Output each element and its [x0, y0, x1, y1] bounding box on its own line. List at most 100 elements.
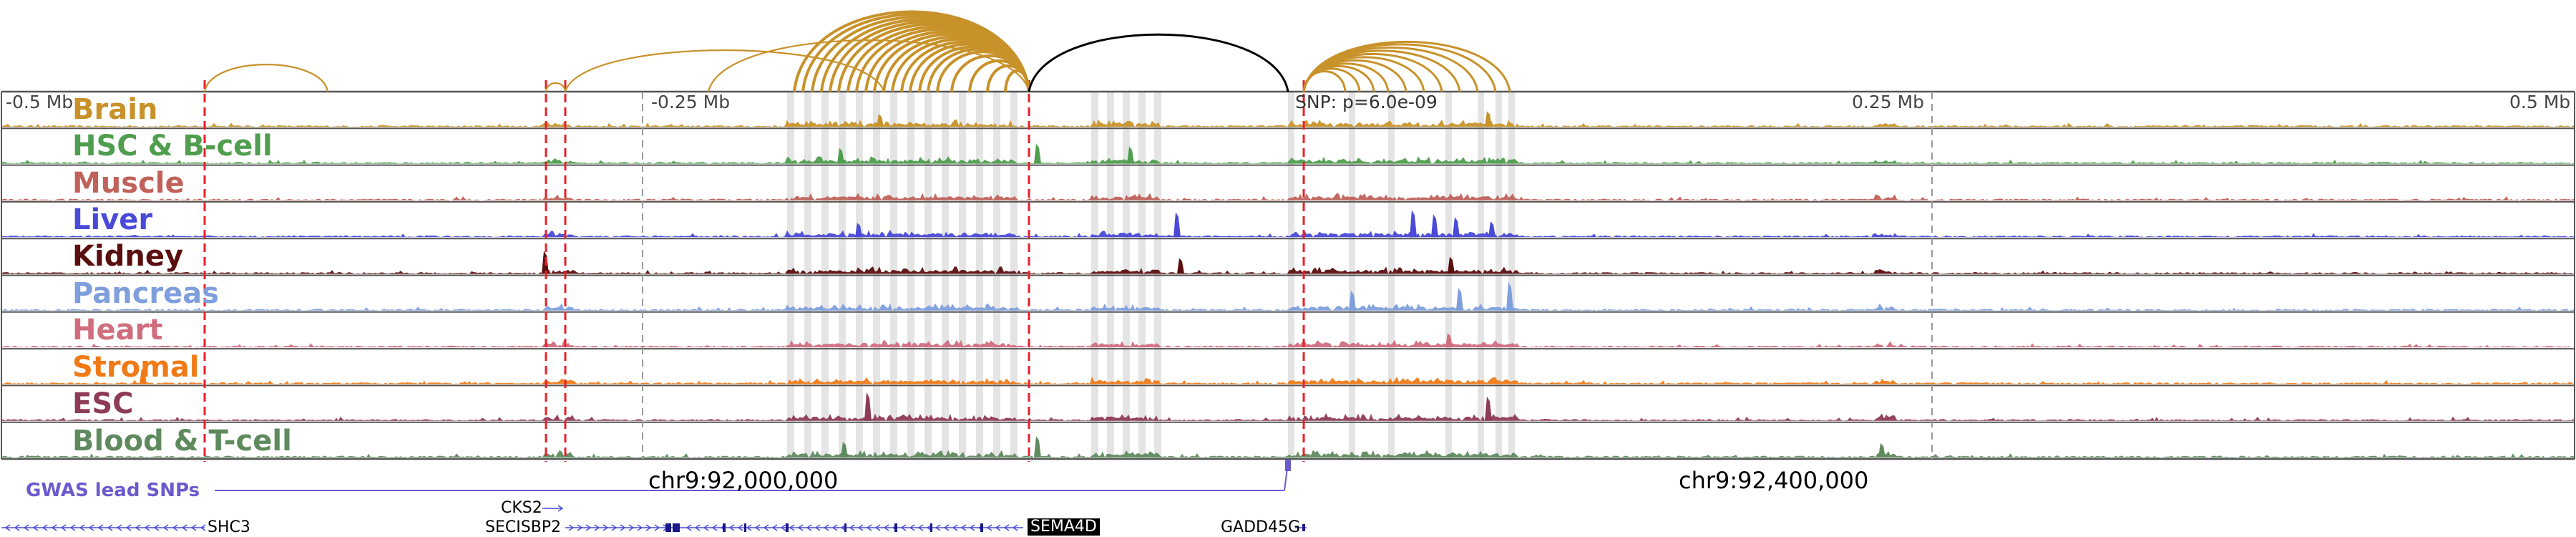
gene-strand-arrow — [849, 524, 855, 531]
gene-label-shc3[interactable]: SHC3 — [208, 518, 250, 536]
gene-strand-arrow — [728, 524, 735, 531]
gene-strand-arrow — [874, 524, 881, 531]
gene-strand-arrow — [32, 524, 39, 531]
gene-exon — [1302, 524, 1305, 531]
track-label-blood-t-cell: Blood & T-cell — [72, 425, 292, 458]
gene-label-cks2[interactable]: CKS2 — [501, 499, 542, 517]
gene-strand-arrow — [737, 524, 743, 531]
gene-strand-arrow — [857, 524, 864, 531]
signal-peak — [1034, 436, 1041, 458]
gene-strand-arrow — [645, 524, 652, 531]
gene-strand-arrow — [935, 524, 941, 531]
gene-strand-arrow — [654, 524, 660, 531]
gene-strand-arrow — [144, 524, 150, 531]
gene-strand-arrow — [883, 524, 889, 531]
gene-exon — [930, 523, 932, 532]
signal-peak — [877, 114, 884, 127]
interaction-arc — [1004, 69, 1030, 92]
signal-stromal — [1, 376, 2575, 384]
gene-strand-arrow — [694, 524, 701, 531]
signal-esc — [1, 413, 2575, 421]
signal-blood-t-cell — [1, 450, 2575, 458]
gene-strand-arrow — [986, 524, 992, 531]
gene-strand-arrow — [1012, 524, 1018, 531]
gene-strand-arrow — [943, 524, 950, 531]
gene-strand-arrow — [594, 524, 600, 531]
gene-strand-arrow — [686, 524, 692, 531]
axis-tick-plus-0-5: 0.5 Mb — [2509, 92, 2571, 112]
gene-strand-arrow — [88, 524, 94, 531]
gene-strand-arrow — [557, 505, 564, 512]
gene-strand-arrow — [831, 524, 838, 531]
gene-exon — [786, 523, 789, 532]
gene-strand-arrow — [97, 524, 104, 531]
gene-strand-arrow — [42, 524, 48, 531]
signal-heart — [1, 339, 2575, 348]
gene-strand-arrow — [806, 524, 812, 531]
gene-strand-arrow — [1003, 524, 1010, 531]
gene-track — [1, 505, 1307, 532]
gene-exon — [665, 523, 671, 532]
track-label-kidney: Kidney — [72, 240, 184, 273]
signal-hsc-b-cell — [1, 156, 2575, 164]
gene-strand-arrow — [602, 524, 609, 531]
gene-strand-arrow — [79, 524, 85, 531]
signal-peak — [1506, 281, 1513, 311]
gene-strand-arrow — [568, 524, 575, 531]
gene-strand-arrow — [797, 524, 804, 531]
gene-strand-arrow — [190, 524, 197, 531]
signal-peak — [1410, 210, 1417, 238]
gene-strand-arrow — [60, 524, 67, 531]
interaction-arcs — [203, 10, 1511, 92]
gene-strand-arrow — [69, 524, 76, 531]
gene-exon — [980, 523, 983, 532]
gene-strand-arrow — [51, 524, 57, 531]
interaction-arc — [545, 82, 567, 92]
gene-strand-arrow — [909, 524, 915, 531]
gwas-track-label: GWAS lead SNPs — [26, 480, 200, 501]
gene-strand-arrow — [200, 524, 206, 531]
gene-exon — [723, 523, 726, 532]
gene-exon — [673, 523, 680, 532]
gene-strand-arrow — [116, 524, 122, 531]
coordinate-left: chr9:92,000,000 — [648, 467, 839, 494]
track-label-liver: Liver — [72, 203, 153, 236]
gwas-track — [215, 460, 1291, 491]
gene-strand-arrow — [703, 524, 709, 531]
signal-kidney — [1, 266, 2575, 274]
interaction-arc — [1302, 40, 1511, 92]
axis-tick-minus-0-25: -0.25 Mb — [651, 92, 731, 112]
axis-tick-plus-0-25: 0.25 Mb — [1852, 92, 1925, 112]
track-label-muscle: Muscle — [72, 167, 185, 200]
gene-strand-arrow — [14, 524, 20, 531]
signal-peak — [1445, 333, 1453, 348]
gene-strand-arrow — [162, 524, 169, 531]
signal-peak — [1127, 146, 1134, 164]
signal-peak — [1174, 212, 1181, 238]
gene-strand-arrow — [917, 524, 924, 531]
gene-strand-arrow — [771, 524, 778, 531]
gene-label-gadd45g[interactable]: GADD45G — [1221, 518, 1301, 536]
track-label-hsc-b-cell: HSC & B-cell — [72, 130, 273, 163]
gene-exon — [844, 523, 847, 532]
snp-pvalue-annotation: SNP: p=6.0e-09 — [1295, 92, 1438, 112]
gene-strand-arrow — [763, 524, 769, 531]
track-label-pancreas: Pancreas — [72, 277, 220, 310]
gene-strand-arrow — [960, 524, 967, 531]
gene-strand-arrow — [23, 524, 29, 531]
lead-snp-arc — [1028, 33, 1289, 92]
signal-pancreas — [1, 303, 2575, 311]
gene-strand-arrow — [754, 524, 761, 531]
signal-peak — [841, 442, 848, 458]
signal-liver — [1, 229, 2575, 238]
gene-strand-arrow — [780, 524, 786, 531]
track-label-brain: Brain — [72, 93, 158, 126]
gene-label-secisbp2[interactable]: SECISBP2 — [485, 518, 562, 536]
signal-peak — [1878, 443, 1885, 458]
track-separators — [1, 90, 2575, 460]
gene-strand-arrow — [823, 524, 829, 531]
gene-label-sema4d[interactable]: SEMA4D — [1028, 518, 1100, 536]
coordinate-right: chr9:92,400,000 — [1679, 467, 1869, 494]
